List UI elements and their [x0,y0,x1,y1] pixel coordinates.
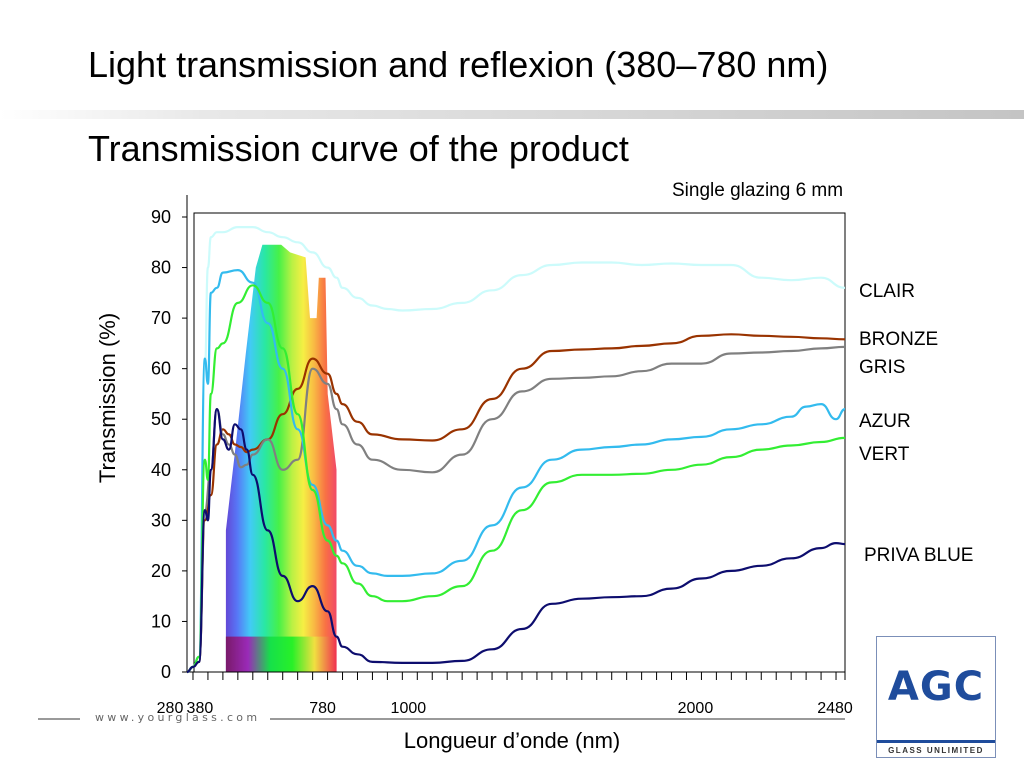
x-tick-label: 2480 [817,700,853,717]
y-tick-label: 80 [151,258,171,278]
series-line-priva-blue [186,408,846,674]
y-tick-label: 70 [151,308,171,328]
footer-rule-left [38,718,80,720]
x-tick-label: 780 [309,700,336,717]
logo-mark: AGC [887,664,985,710]
y-tick-label: 20 [151,561,171,581]
series-line-vert [186,284,846,674]
x-tick-label: 1000 [391,700,427,717]
footer-url: www.yourglass.com [95,711,261,724]
series-label-priva-blue: PRIVA BLUE [864,545,973,566]
x-axis-label: Longueur d’onde (nm) [403,728,621,753]
y-tick-label: 0 [161,662,171,682]
series-label-gris: GRIS [859,357,905,378]
y-tick-label: 40 [151,460,171,480]
y-tick-label: 60 [151,359,171,379]
series-label-vert: VERT [859,444,910,465]
logo-bar [877,740,995,743]
x-tick-label: 280 [157,700,184,717]
page-title: Light transmission and reflexion (380–78… [88,44,829,85]
x-tick-label: 2000 [678,700,714,717]
y-tick-label: 30 [151,510,171,530]
visible-spectrum-band [225,244,337,673]
chart-labels: CLAIR BRONZE GRIS AZUR VERT PRIVA BLUE [859,281,973,566]
agc-logo: AGC GLASS UNLIMITED [876,636,996,758]
spectrum-base [225,636,337,672]
y-tick-label: 90 [151,207,171,227]
series-label-clair: CLAIR [859,281,915,302]
axes: 0 10 20 30 40 50 60 70 80 90 280 380 780 1000 2000 2480 [151,195,853,717]
series-label-bronze: BRONZE [859,329,938,350]
y-tick-label: 50 [151,409,171,429]
series-lines [186,225,846,674]
x-tick-label: 380 [187,700,214,717]
title-rule [0,110,1024,119]
footer-rule-right [270,718,845,720]
chart-subtitle: Single glazing 6 mm [672,180,844,201]
chart-title: Transmission curve of the product [88,128,629,169]
series-label-azur: AZUR [859,411,911,432]
logo-tagline: GLASS UNLIMITED [888,746,984,755]
y-tick-label: 10 [151,611,171,631]
series-line-azur [186,269,846,674]
series-line-clair [186,225,846,674]
spectrum-fill [225,244,337,673]
